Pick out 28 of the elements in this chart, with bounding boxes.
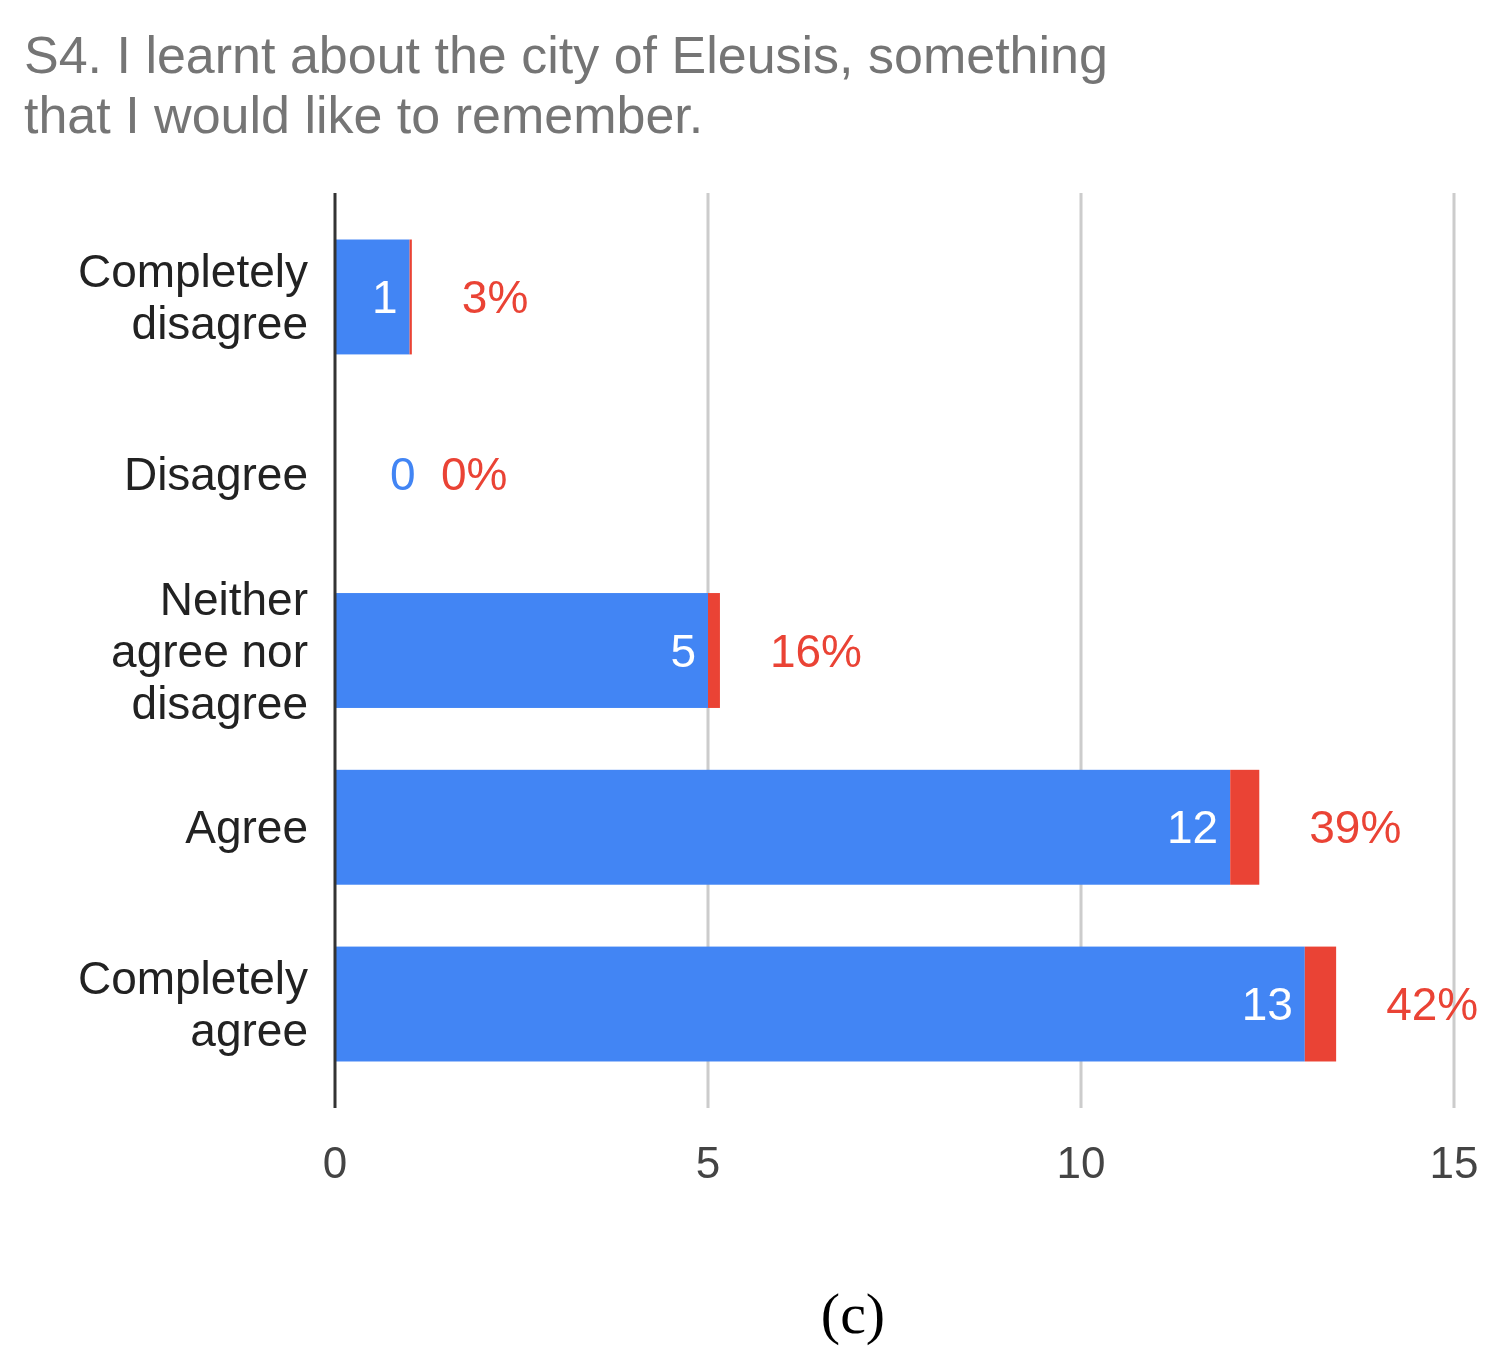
data-label: 16% <box>769 624 863 677</box>
x-tick-label: 0 <box>322 1138 348 1187</box>
y-tick-label: Completely agree <box>77 952 308 1057</box>
data-label: 39% <box>1309 801 1402 854</box>
bar <box>335 239 410 355</box>
data-label: 12 <box>1167 801 1219 854</box>
x-tick-label: 10 <box>1056 1138 1106 1187</box>
x-tick-label: 5 <box>695 1138 721 1187</box>
y-tick-label: Completely disagree <box>77 244 308 349</box>
x-tick-label: 15 <box>1429 1138 1479 1187</box>
bar <box>335 593 708 708</box>
text: (c) <box>820 1281 886 1346</box>
data-label: 1 <box>372 270 398 323</box>
y-tick-label: Disagree <box>123 447 308 500</box>
data-label: 0 <box>390 447 416 500</box>
bar <box>335 946 1305 1062</box>
bar <box>1230 769 1260 885</box>
chart-title: S4. I learnt about the city of Eleusis, something that I would like to remember. <box>24 26 1108 144</box>
y-tick-label: Neither agree nor disagree <box>111 572 308 729</box>
bar <box>335 769 1231 885</box>
data-label: 0% <box>441 447 508 500</box>
data-label: 42% <box>1386 978 1479 1031</box>
data-label: 5 <box>670 624 696 677</box>
bar <box>708 593 720 708</box>
data-label: 3% <box>461 270 529 323</box>
data-label: 13 <box>1241 978 1293 1031</box>
bar <box>1304 946 1337 1062</box>
y-tick-label: Agree <box>185 801 308 854</box>
